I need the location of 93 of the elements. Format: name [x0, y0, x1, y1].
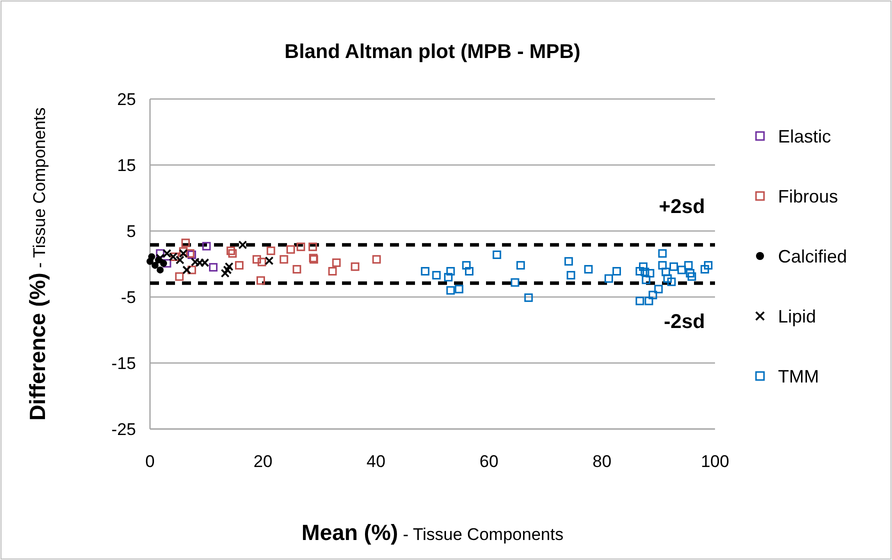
x-tick-label: 0 — [145, 452, 155, 471]
x-tick-label: 100 — [700, 452, 730, 471]
point — [688, 272, 696, 281]
y-axis-title: Difference (%) - Tissue Components — [25, 107, 50, 421]
point — [642, 276, 650, 284]
point — [704, 261, 712, 270]
point — [162, 259, 172, 268]
point — [492, 250, 502, 260]
point — [175, 272, 184, 281]
y-tick-label: 5 — [126, 222, 136, 241]
point — [296, 242, 306, 252]
point — [181, 238, 190, 248]
point — [308, 242, 317, 252]
point — [446, 286, 455, 295]
y-tick-label: 25 — [117, 90, 136, 109]
point — [238, 240, 248, 250]
point — [156, 249, 164, 258]
point — [420, 267, 430, 276]
point — [646, 268, 654, 278]
x-tick-label: 40 — [366, 452, 386, 471]
point — [677, 266, 686, 274]
point — [152, 262, 159, 269]
point — [700, 265, 710, 274]
point — [564, 257, 573, 266]
point — [464, 267, 474, 276]
point — [612, 267, 621, 276]
point — [658, 261, 667, 270]
point — [648, 290, 658, 300]
point — [516, 261, 525, 270]
legend-label: Fibrous — [778, 186, 838, 206]
point — [444, 272, 453, 282]
point — [160, 260, 168, 267]
point — [156, 266, 164, 274]
point — [524, 293, 533, 302]
ref-line-label: +2sd — [658, 196, 705, 218]
y-tick-label: 15 — [117, 156, 136, 175]
point — [350, 262, 360, 271]
point — [640, 268, 650, 276]
x-tick-label: 60 — [480, 452, 498, 471]
point — [256, 276, 265, 285]
point — [228, 249, 237, 258]
point — [223, 266, 232, 274]
point — [684, 261, 693, 270]
point — [148, 253, 156, 260]
point — [266, 246, 276, 256]
x-tick-label: 80 — [592, 452, 612, 471]
legend-label: Elastic — [778, 126, 832, 146]
point — [454, 284, 464, 294]
point — [670, 262, 678, 271]
point — [462, 261, 471, 270]
point — [644, 296, 654, 306]
point — [286, 245, 295, 254]
point — [566, 270, 576, 280]
point — [235, 261, 244, 270]
point — [224, 262, 234, 272]
point — [252, 255, 262, 264]
point — [432, 270, 441, 280]
point — [328, 267, 337, 276]
point — [332, 258, 341, 267]
y-tick-label: -15 — [111, 354, 136, 373]
point — [372, 255, 381, 264]
point — [226, 246, 236, 256]
chart-title: Bland Altman plot (MPB - MPB) — [284, 41, 580, 63]
x-tick-label: 20 — [254, 452, 272, 471]
point — [220, 268, 230, 278]
point — [654, 284, 663, 294]
y-tick-label: -25 — [111, 420, 136, 439]
point — [264, 256, 274, 266]
point — [667, 278, 676, 286]
point — [188, 266, 196, 274]
point — [638, 262, 648, 271]
point — [292, 265, 302, 274]
point — [446, 267, 455, 276]
point — [209, 263, 218, 272]
point — [584, 265, 593, 274]
point — [604, 274, 614, 283]
legend-label: Calcified — [778, 246, 848, 266]
legend-label: Lipid — [778, 306, 816, 326]
point — [636, 267, 644, 276]
x-axis-title: Mean (%) - Tissue Components — [302, 520, 564, 545]
point — [686, 268, 694, 278]
point — [280, 255, 288, 264]
legend-label: TMM — [778, 366, 819, 386]
point — [182, 266, 192, 274]
point — [636, 296, 644, 306]
y-tick-label: -5 — [120, 288, 136, 307]
point — [663, 274, 672, 283]
ref-line-label: -2sd — [664, 311, 705, 334]
point — [662, 268, 670, 276]
point — [510, 278, 520, 287]
point — [202, 242, 211, 250]
point — [258, 258, 266, 266]
point — [658, 249, 667, 258]
